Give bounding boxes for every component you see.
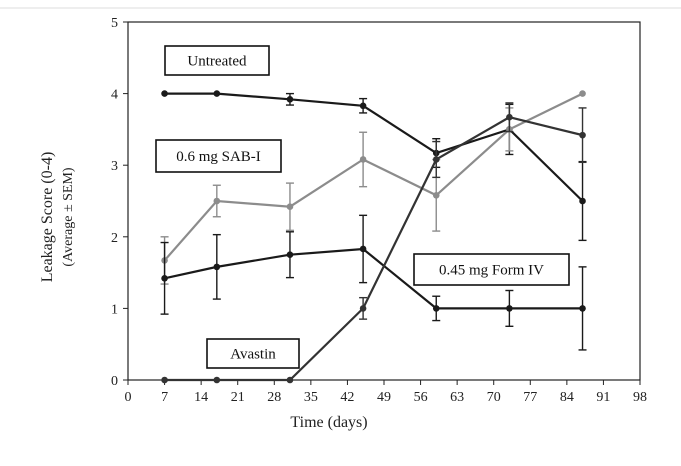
data-point	[506, 113, 513, 121]
data-point	[161, 90, 168, 97]
annotation-box	[155, 139, 282, 173]
x-tick-label: 63	[450, 390, 464, 405]
annotation-label: 0.6 mg SAB-I	[176, 149, 261, 165]
y-tick-label: 3	[111, 159, 118, 174]
series-avastin	[161, 102, 587, 384]
annotation-label: Avastin	[230, 347, 276, 363]
y-tick-label: 4	[111, 88, 118, 103]
data-point	[359, 102, 367, 110]
data-point	[161, 376, 168, 384]
data-point	[359, 305, 367, 312]
annotation-0-45-mg-form-iv: 0.45 mg Form IV	[413, 253, 570, 286]
annotation-untreated: Untreated	[164, 45, 270, 76]
series-0-45-mg-form-iv	[160, 214, 587, 351]
data-point	[506, 305, 513, 312]
data-point	[286, 203, 294, 211]
annotation-box	[206, 338, 300, 369]
x-tick-label: 91	[596, 390, 610, 405]
x-tick-label: 35	[304, 390, 318, 405]
annotation-label: Untreated	[187, 54, 247, 70]
x-tick-label: 21	[231, 390, 245, 405]
annotation-0-6-mg-sab-i: 0.6 mg SAB-I	[155, 139, 282, 173]
annotation-avastin: Avastin	[206, 338, 300, 369]
data-point	[213, 376, 221, 384]
data-point	[432, 305, 440, 312]
data-point	[432, 191, 440, 199]
x-tick-label: 49	[377, 390, 391, 405]
x-tick-label: 70	[487, 390, 501, 405]
data-point	[579, 90, 586, 97]
annotations: Untreated 0.6 mg SAB-I 0.45 mg Form IV Avas…	[155, 45, 570, 369]
y-axis-subtitle: (Average ± SEM)	[61, 167, 76, 267]
data-point	[286, 96, 294, 103]
data-point	[579, 197, 586, 205]
y-tick-label: 5	[111, 16, 118, 31]
data-point	[579, 131, 586, 139]
data-point	[213, 263, 221, 271]
x-tick-label: 42	[340, 390, 354, 405]
annotation-label: 0.45 mg Form IV	[439, 263, 544, 279]
series-line-0-6-mg-sab-i	[163, 92, 584, 262]
axes: 0 7 14 21 28 35 42 49 56 63 70 77 84 91 98 0 1 2 3 4 5 Time (…	[39, 16, 647, 431]
data-point	[286, 251, 294, 258]
data-point	[286, 376, 294, 384]
x-tick-label: 84	[560, 390, 574, 405]
series-layer	[160, 90, 587, 384]
y-tick-label: 0	[111, 374, 118, 389]
x-tick-label: 98	[633, 390, 647, 405]
x-tick-label: 14	[194, 390, 208, 405]
data-point	[161, 275, 168, 282]
y-tick-label: 1	[111, 302, 118, 317]
x-tick-label: 7	[161, 390, 168, 405]
x-tick-label: 56	[414, 390, 428, 405]
data-point	[213, 197, 221, 205]
x-tick-label: 28	[267, 390, 281, 405]
data-point	[359, 156, 367, 163]
data-point	[359, 245, 367, 253]
annotation-box	[164, 45, 270, 76]
y-axis-title: Leakage Score (0-4)	[39, 152, 56, 283]
x-tick-label: 77	[523, 390, 537, 405]
x-tick-label: 0	[125, 390, 132, 405]
data-point	[579, 305, 586, 312]
annotation-box	[413, 253, 570, 286]
y-tick-label: 2	[111, 231, 118, 246]
data-point	[213, 90, 221, 97]
x-axis-title: Time (days)	[290, 414, 367, 431]
data-point	[432, 156, 440, 163]
